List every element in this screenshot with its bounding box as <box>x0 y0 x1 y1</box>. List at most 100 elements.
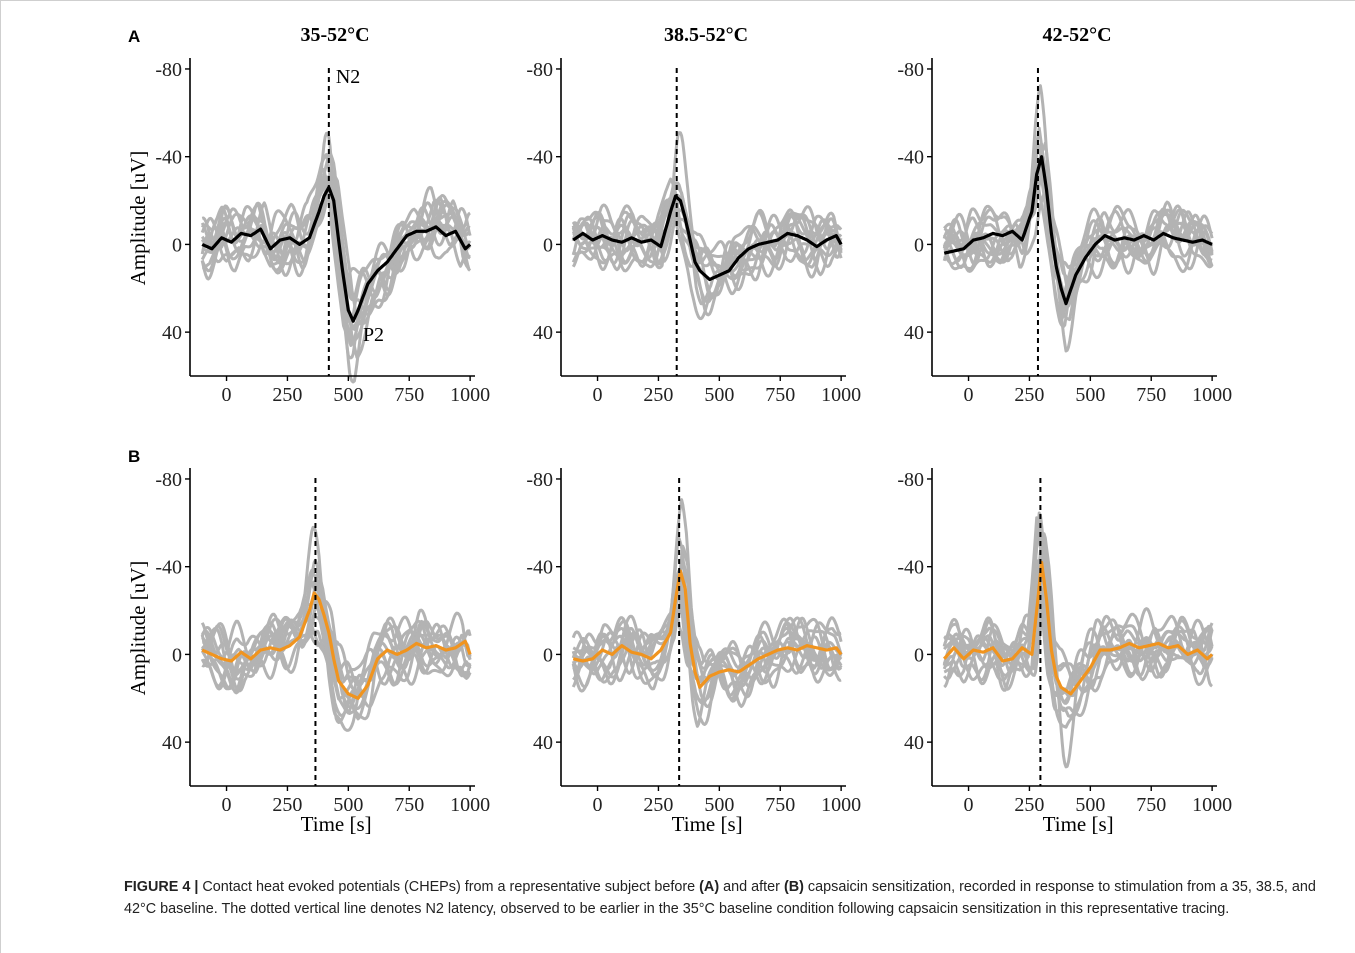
x-tick-label: 1000 <box>821 794 861 816</box>
x-tick-label: 0 <box>593 794 603 816</box>
x-tick-label: 1000 <box>1192 384 1232 406</box>
trial-line <box>942 613 1214 705</box>
trial-line <box>571 210 843 281</box>
caption-bold-a: (A) <box>699 879 720 895</box>
y-tick-label: 40 <box>533 732 553 754</box>
x-tick-label: 750 <box>765 384 795 406</box>
y-axis-label: Amplitude [uV] <box>126 151 150 286</box>
y-tick-label: -80 <box>526 59 553 81</box>
mean-line <box>201 591 472 700</box>
panel-label-b: B <box>128 447 140 466</box>
trial-line <box>200 172 471 330</box>
y-tick-label: 0 <box>543 644 553 666</box>
caption-text-2: and after <box>719 879 784 895</box>
x-axis-label: Time [s] <box>1043 812 1114 836</box>
mean-line <box>572 569 843 689</box>
x-tick-label: 250 <box>1014 384 1044 406</box>
x-tick-label: 1000 <box>1192 794 1232 816</box>
trial-line <box>200 570 472 709</box>
x-tick-label: 0 <box>222 384 232 406</box>
x-tick-label: 1000 <box>821 384 861 406</box>
x-tick-label: 250 <box>643 794 673 816</box>
x-tick-label: 0 <box>964 384 974 406</box>
x-axis-label: Time [s] <box>301 812 372 836</box>
trial-line <box>943 533 1213 717</box>
x-tick-label: 500 <box>704 794 734 816</box>
trial-line <box>943 536 1214 691</box>
x-tick-label: 500 <box>704 384 734 406</box>
x-tick-label: 1000 <box>450 384 490 406</box>
y-tick-label: 0 <box>172 234 182 256</box>
figure-panels: A B -80 -40 0 40 0 250 500 750 1000 35-52°C Amplit… <box>126 24 1232 836</box>
annotation-n2: N2 <box>336 66 360 88</box>
trial-line <box>942 188 1214 299</box>
y-tick-label: -80 <box>155 469 182 491</box>
trial-line <box>200 172 472 324</box>
caption-text-3: capsaicin sensitization, recorded in res… <box>124 879 1316 917</box>
x-tick-label: 750 <box>765 794 795 816</box>
y-tick-label: 40 <box>162 322 182 344</box>
trial-line <box>571 181 843 306</box>
y-tick-label: -40 <box>897 557 924 579</box>
chart-title: 38.5-52°C <box>664 24 748 46</box>
y-tick-label: -40 <box>897 147 924 169</box>
y-tick-label: 40 <box>904 732 924 754</box>
chart-panel-a-3: -80 -40 0 40 0 250 500 750 1000 42-52°C <box>897 24 1232 406</box>
mean-line <box>572 194 843 282</box>
x-tick-label: 500 <box>333 384 363 406</box>
y-tick-label: -80 <box>155 59 182 81</box>
x-tick-label: 1000 <box>450 794 490 816</box>
x-tick-label: 750 <box>394 384 424 406</box>
chart-panel-b-1: -80 -40 0 40 0 250 500 750 1000 Amplitude [uV] Tim… <box>126 468 490 836</box>
chart-panel-b-3: -80 -40 0 40 0 250 500 750 1000 Time [s] <box>897 468 1232 836</box>
x-tick-label: 500 <box>333 794 363 816</box>
y-tick-label: -80 <box>897 469 924 491</box>
caption-text-1: Contact heat evoked potentials (CHEPs) f… <box>198 879 700 895</box>
chart-panel-a-1: -80 -40 0 40 0 250 500 750 1000 35-52°C Amplitude … <box>126 24 490 406</box>
x-tick-label: 250 <box>1014 794 1044 816</box>
y-tick-label: 0 <box>914 234 924 256</box>
x-axis-label: Time [s] <box>672 812 743 836</box>
trial-line <box>942 143 1213 297</box>
panel-label-a: A <box>128 27 140 46</box>
y-tick-label: 0 <box>543 234 553 256</box>
figure-caption: FIGURE 4 | Contact heat evoked potential… <box>124 876 1329 920</box>
y-tick-label: -40 <box>526 557 553 579</box>
y-axis-label: Amplitude [uV] <box>126 561 150 696</box>
trial-line <box>943 584 1214 703</box>
trial-line <box>572 582 842 708</box>
x-tick-label: 500 <box>1075 384 1105 406</box>
chart-panel-a-2: -80 -40 0 40 0 250 500 750 1000 38.5-52°C <box>526 24 861 406</box>
trial-line <box>572 197 843 304</box>
y-tick-label: -40 <box>155 557 182 579</box>
x-tick-label: 250 <box>272 794 302 816</box>
trial-line <box>201 580 472 732</box>
y-tick-label: -80 <box>897 59 924 81</box>
trial-line <box>200 599 472 721</box>
mean-line <box>943 155 1213 306</box>
x-tick-label: 500 <box>1075 794 1105 816</box>
trial-line <box>943 516 1214 729</box>
x-tick-label: 0 <box>964 794 974 816</box>
chart-panel-b-2: -80 -40 0 40 0 250 500 750 1000 Time [s] <box>526 468 861 836</box>
mean-line <box>942 560 1214 696</box>
caption-bold-b: (B) <box>783 879 804 895</box>
x-tick-label: 750 <box>1136 384 1166 406</box>
y-tick-label: 40 <box>904 322 924 344</box>
trial-line <box>200 615 471 693</box>
x-tick-label: 750 <box>1136 794 1166 816</box>
x-tick-label: 0 <box>222 794 232 816</box>
trial-line <box>571 614 843 688</box>
y-tick-label: -40 <box>155 147 182 169</box>
y-tick-label: -40 <box>526 147 553 169</box>
y-tick-label: 40 <box>533 322 553 344</box>
chart-title: 42-52°C <box>1042 24 1111 46</box>
x-tick-label: 750 <box>394 794 424 816</box>
y-tick-label: 40 <box>162 732 182 754</box>
x-tick-label: 250 <box>272 384 302 406</box>
y-tick-label: 0 <box>172 644 182 666</box>
y-tick-label: 0 <box>914 644 924 666</box>
annotation-p2: P2 <box>363 324 384 346</box>
caption-label: FIGURE 4 | <box>124 879 199 895</box>
